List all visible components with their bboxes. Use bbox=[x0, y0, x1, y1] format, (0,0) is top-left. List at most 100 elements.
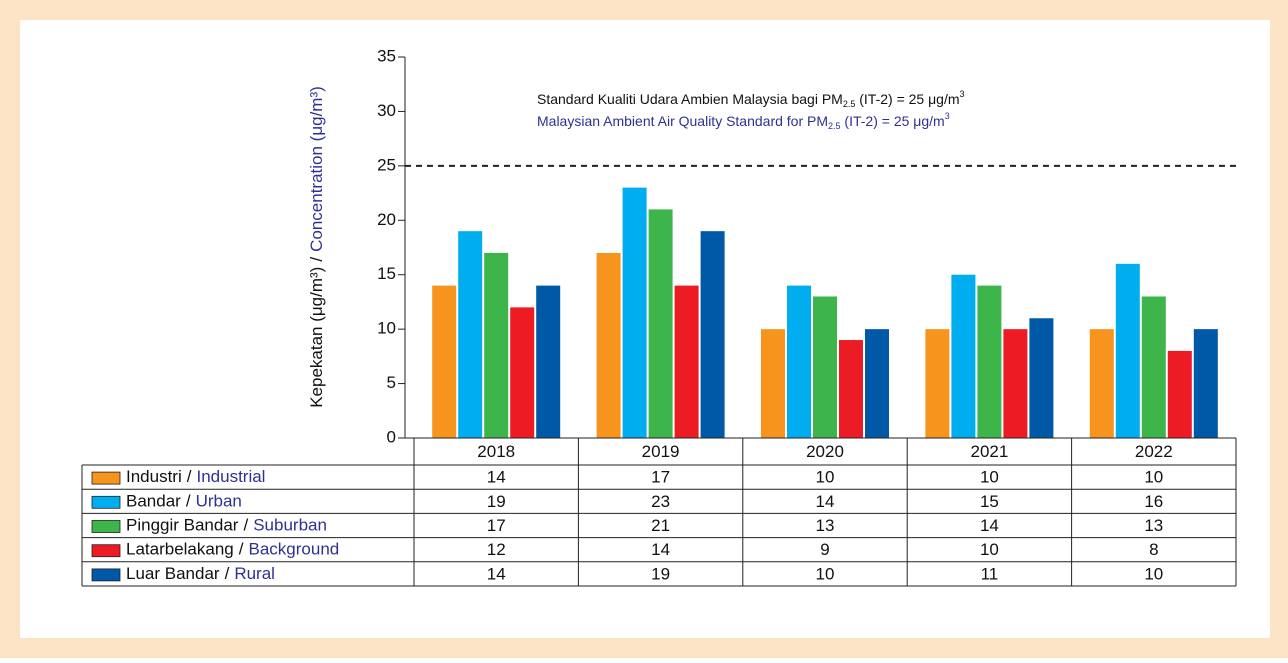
x-tick-label: 2018 bbox=[477, 442, 515, 461]
legend-label: Pinggir Bandar / Suburban bbox=[126, 516, 327, 535]
annotation-text: Standard Kualiti Udara Ambien Malaysia b… bbox=[537, 91, 843, 107]
annotation-text: (IT-2) = 25 μg/m bbox=[855, 91, 959, 107]
annotation-text: Malaysian Ambient Air Quality Standard f… bbox=[537, 113, 828, 129]
table-value: 23 bbox=[651, 492, 670, 511]
bar bbox=[536, 285, 561, 438]
bar bbox=[925, 329, 950, 438]
bar bbox=[839, 340, 863, 438]
bar bbox=[761, 329, 785, 438]
y-tick-label: 30 bbox=[377, 101, 396, 120]
y-tick-label: 0 bbox=[387, 427, 396, 446]
bar bbox=[1029, 318, 1054, 438]
table-value: 14 bbox=[487, 468, 506, 487]
y-tick-label: 10 bbox=[377, 319, 396, 338]
bar bbox=[700, 231, 725, 438]
table-value: 10 bbox=[1144, 468, 1163, 487]
x-tick-label: 2020 bbox=[806, 442, 844, 461]
bar bbox=[484, 252, 509, 438]
bar bbox=[1167, 350, 1192, 438]
bar bbox=[510, 307, 535, 438]
table-value: 14 bbox=[816, 492, 835, 511]
y-tick-label: 35 bbox=[377, 46, 396, 65]
bar bbox=[1193, 329, 1218, 438]
legend-ms: Luar Bandar bbox=[126, 564, 220, 583]
bar bbox=[432, 285, 457, 438]
annotation-text: (IT-2) = 25 μg/m bbox=[841, 113, 945, 129]
bar bbox=[865, 329, 889, 438]
annotation-sup: 3 bbox=[945, 111, 950, 121]
table-value: 9 bbox=[820, 540, 829, 559]
bar bbox=[951, 274, 976, 438]
bar bbox=[1115, 263, 1140, 438]
table-value: 14 bbox=[487, 564, 506, 583]
table-value: 10 bbox=[980, 540, 999, 559]
bar bbox=[813, 296, 837, 438]
legend-en: Background bbox=[249, 540, 340, 559]
legend-en: Urban bbox=[196, 492, 242, 511]
legend-sep: / bbox=[187, 468, 192, 487]
bar bbox=[622, 187, 647, 438]
table-value: 11 bbox=[981, 564, 999, 583]
bar bbox=[458, 231, 483, 438]
legend-en: Rural bbox=[234, 564, 275, 583]
legend-en: Industrial bbox=[196, 468, 265, 487]
table-value: 16 bbox=[1144, 492, 1163, 511]
table-value: 19 bbox=[487, 492, 506, 511]
table-value: 10 bbox=[980, 468, 999, 487]
legend-ms: Latarbelakang bbox=[126, 540, 234, 559]
table-value: 10 bbox=[816, 468, 835, 487]
bar bbox=[977, 285, 1002, 438]
bar bbox=[787, 285, 811, 438]
bar bbox=[648, 209, 673, 438]
y-tick-label: 5 bbox=[387, 373, 396, 392]
table-value: 17 bbox=[651, 468, 670, 487]
legend-swatch bbox=[91, 544, 121, 558]
legend-sep: / bbox=[239, 540, 244, 559]
x-tick-label: 2022 bbox=[1135, 442, 1173, 461]
bar bbox=[1089, 329, 1114, 438]
table-value: 12 bbox=[487, 540, 506, 559]
table-value: 10 bbox=[816, 564, 835, 583]
table-value: 8 bbox=[1149, 540, 1158, 559]
y-tick-label: 25 bbox=[377, 155, 396, 174]
legend-ms: Pinggir Bandar bbox=[126, 516, 239, 535]
y-label-sep: / bbox=[307, 257, 326, 262]
table-value: 21 bbox=[651, 516, 670, 535]
legend-label: Latarbelakang / Background bbox=[126, 540, 339, 559]
table-value: 13 bbox=[1144, 516, 1163, 535]
annotation: Standard Kualiti Udara Ambien Malaysia b… bbox=[537, 89, 965, 109]
bar bbox=[596, 252, 621, 438]
table-value: 14 bbox=[651, 540, 670, 559]
y-tick-label: 15 bbox=[377, 264, 396, 283]
legend-swatch bbox=[91, 568, 121, 582]
legend-swatch bbox=[91, 520, 121, 533]
table-value: 15 bbox=[980, 492, 999, 511]
legend-en: Suburban bbox=[253, 516, 327, 535]
y-tick-label: 20 bbox=[377, 210, 396, 229]
y-label-en: Concentration (μg/m³) bbox=[307, 86, 326, 252]
legend-sep: / bbox=[225, 564, 230, 583]
legend-ms: Industri bbox=[126, 468, 182, 487]
legend-sep: / bbox=[186, 492, 191, 511]
table-value: 19 bbox=[651, 564, 670, 583]
annotation-sub: 2.5 bbox=[828, 121, 841, 131]
legend-swatch bbox=[91, 495, 121, 509]
x-tick-label: 2021 bbox=[970, 442, 1008, 461]
y-label-ms: Kepekatan (μg/m³) bbox=[307, 267, 326, 408]
legend-label: Industri / Industrial bbox=[126, 468, 265, 487]
annotation-sub: 2.5 bbox=[843, 99, 856, 109]
x-tick-label: 2019 bbox=[642, 442, 680, 461]
bar bbox=[1003, 329, 1028, 438]
annotation: Malaysian Ambient Air Quality Standard f… bbox=[537, 111, 950, 131]
legend-sep: / bbox=[243, 516, 248, 535]
table-value: 13 bbox=[816, 516, 835, 535]
bar bbox=[1141, 296, 1166, 438]
y-axis-label: Kepekatan (μg/m³) / Concentration (μg/m³) bbox=[307, 86, 326, 408]
table-value: 17 bbox=[487, 516, 506, 535]
bar bbox=[674, 285, 699, 438]
legend-label: Bandar / Urban bbox=[126, 492, 242, 511]
legend-ms: Bandar bbox=[126, 492, 181, 511]
legend-swatch bbox=[91, 471, 121, 485]
annotation-sup: 3 bbox=[960, 89, 965, 99]
